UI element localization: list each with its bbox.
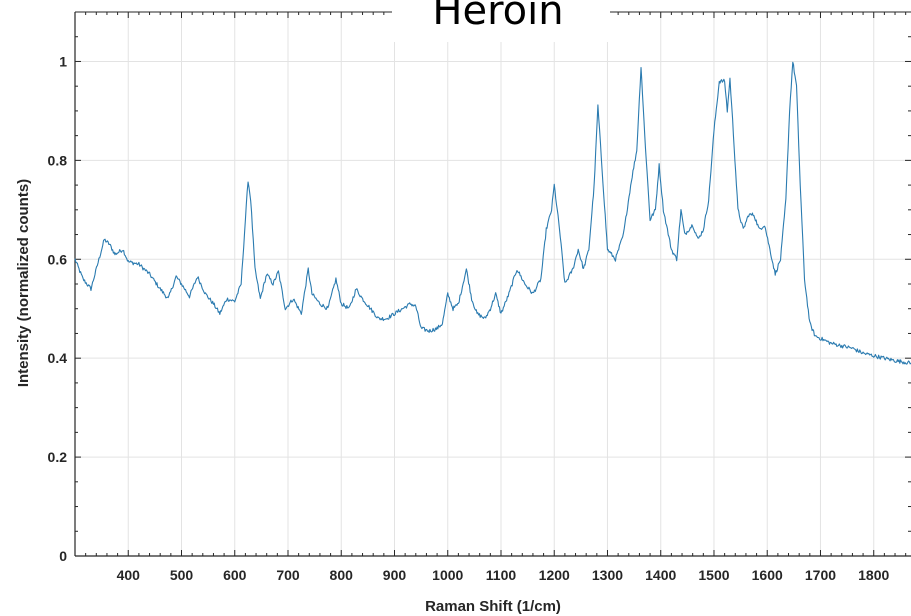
y-tick-label: 0.4 — [48, 350, 68, 366]
chart-title: Heroin — [432, 0, 563, 34]
title-background — [392, 0, 610, 42]
x-tick-label: 1500 — [698, 567, 729, 583]
y-tick-label: 1 — [59, 53, 67, 69]
x-tick-label: 900 — [383, 567, 407, 583]
x-tick-label: 1400 — [645, 567, 676, 583]
x-tick-label: 1300 — [592, 567, 623, 583]
x-tick-label: 1200 — [539, 567, 570, 583]
x-tick-label: 500 — [170, 567, 194, 583]
x-tick-label: 1100 — [486, 567, 517, 583]
y-tick-label: 0.8 — [48, 152, 68, 168]
y-tick-label: 0.6 — [48, 251, 68, 267]
x-tick-label: 800 — [330, 567, 354, 583]
x-tick-label: 1600 — [752, 567, 783, 583]
x-tick-label: 1800 — [858, 567, 889, 583]
x-tick-label: 1000 — [432, 567, 463, 583]
y-axis-title: Intensity (normalized counts) — [15, 179, 32, 387]
grid — [75, 12, 911, 556]
y-tick-label: 0.2 — [48, 449, 68, 465]
x-tick-label: 700 — [276, 567, 300, 583]
spectrum-series-line — [74, 61, 911, 365]
x-axis-title: Raman Shift (1/cm) — [425, 598, 561, 615]
x-tick-label: 600 — [223, 567, 247, 583]
y-tick-label: 0 — [59, 548, 67, 564]
x-tick-label: 1700 — [805, 567, 836, 583]
tick-labels: 400 500 600 700 800 900 1000 1100 1200 1300 1400 15… — [48, 53, 890, 583]
series — [74, 61, 911, 365]
x-tick-label: 400 — [117, 567, 141, 583]
